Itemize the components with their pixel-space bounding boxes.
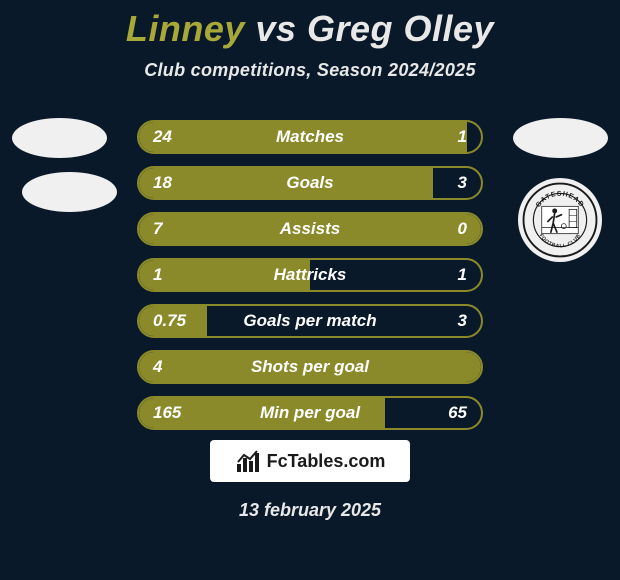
stat-row: 0.75Goals per match3 — [137, 304, 483, 338]
date-text: 13 february 2025 — [0, 500, 620, 521]
stat-label: Min per goal — [209, 403, 411, 423]
stats-container: 24Matches118Goals37Assists01Hattricks10.… — [137, 120, 483, 442]
player1-badge-placeholder-2 — [22, 172, 117, 212]
brand-text: FcTables.com — [267, 451, 386, 472]
brand-badge: FcTables.com — [210, 440, 410, 482]
stat-left-value: 18 — [139, 173, 209, 193]
stat-row: 24Matches1 — [137, 120, 483, 154]
stat-left-value: 1 — [139, 265, 209, 285]
stat-right-value: 1 — [411, 265, 481, 285]
stat-label: Goals per match — [209, 311, 411, 331]
player2-name: Greg Olley — [307, 8, 494, 49]
stat-label: Hattricks — [209, 265, 411, 285]
subtitle: Club competitions, Season 2024/2025 — [0, 60, 620, 81]
stat-label: Matches — [209, 127, 411, 147]
stat-right-value: 0 — [411, 219, 481, 239]
player1-badge-placeholder-1 — [12, 118, 107, 158]
player1-name: Linney — [126, 8, 245, 49]
stat-row: 7Assists0 — [137, 212, 483, 246]
stat-row: 18Goals3 — [137, 166, 483, 200]
stat-row: 1Hattricks1 — [137, 258, 483, 292]
stat-left-value: 4 — [139, 357, 209, 377]
club-badge: GATESHEAD FOOTBALL CLUB — [518, 178, 602, 262]
stat-label: Shots per goal — [209, 357, 411, 377]
brand-chart-icon — [235, 448, 261, 474]
vs-text: vs — [255, 8, 296, 49]
stat-left-value: 24 — [139, 127, 209, 147]
stat-row: 165Min per goal65 — [137, 396, 483, 430]
comparison-title: Linney vs Greg Olley — [0, 0, 620, 50]
stat-right-value: 3 — [411, 173, 481, 193]
stat-row: 4Shots per goal — [137, 350, 483, 384]
stat-right-value: 1 — [411, 127, 481, 147]
stat-left-value: 7 — [139, 219, 209, 239]
stat-right-value: 3 — [411, 311, 481, 331]
club-badge-icon: GATESHEAD FOOTBALL CLUB — [522, 182, 598, 258]
stat-left-value: 0.75 — [139, 311, 209, 331]
stat-right-value: 65 — [411, 403, 481, 423]
stat-label: Goals — [209, 173, 411, 193]
stat-left-value: 165 — [139, 403, 209, 423]
stat-label: Assists — [209, 219, 411, 239]
player2-badge-placeholder — [513, 118, 608, 158]
